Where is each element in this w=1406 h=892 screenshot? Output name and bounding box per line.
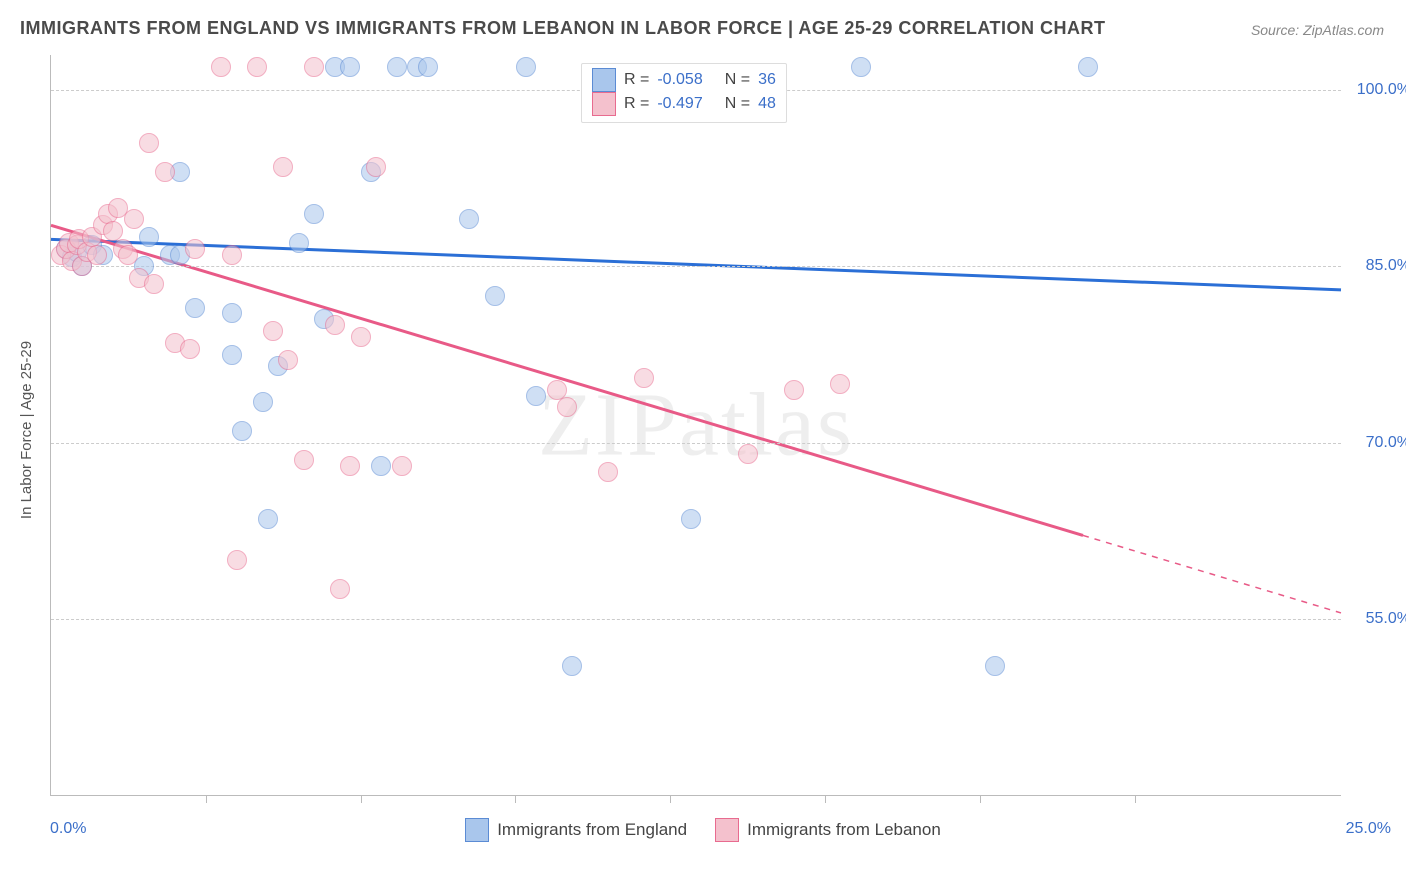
legend-n-label: N = — [725, 93, 750, 115]
legend-bottom: Immigrants from England Immigrants from L… — [0, 818, 1406, 847]
legend-r-value: -0.058 — [657, 69, 702, 91]
data-point-england — [681, 509, 701, 529]
data-point-england — [1078, 57, 1098, 77]
data-point-lebanon — [330, 579, 350, 599]
legend-n-value: 48 — [758, 93, 776, 115]
data-point-lebanon — [247, 57, 267, 77]
data-point-lebanon — [634, 368, 654, 388]
y-tick-label: 70.0% — [1351, 434, 1406, 452]
legend-n-label: N = — [725, 69, 750, 91]
legend-swatch — [715, 818, 739, 842]
data-point-lebanon — [118, 245, 138, 265]
data-point-england — [222, 345, 242, 365]
data-point-lebanon — [340, 456, 360, 476]
legend-r-label: R = — [624, 93, 649, 115]
data-point-england — [418, 57, 438, 77]
data-point-england — [232, 421, 252, 441]
data-point-england — [459, 209, 479, 229]
data-point-lebanon — [227, 550, 247, 570]
data-point-lebanon — [155, 162, 175, 182]
gridline-horizontal — [51, 443, 1341, 444]
data-point-england — [304, 204, 324, 224]
data-point-england — [289, 233, 309, 253]
data-point-lebanon — [830, 374, 850, 394]
data-point-lebanon — [185, 239, 205, 259]
x-tick — [1135, 795, 1136, 803]
data-point-england — [526, 386, 546, 406]
data-point-lebanon — [87, 245, 107, 265]
y-tick-label: 55.0% — [1351, 610, 1406, 628]
data-point-lebanon — [278, 350, 298, 370]
data-point-lebanon — [598, 462, 618, 482]
data-point-england — [139, 227, 159, 247]
x-tick — [361, 795, 362, 803]
y-tick-label: 85.0% — [1351, 257, 1406, 275]
legend-bottom-label: Immigrants from Lebanon — [747, 820, 941, 840]
data-point-lebanon — [325, 315, 345, 335]
data-point-lebanon — [273, 157, 293, 177]
data-point-england — [562, 656, 582, 676]
data-point-lebanon — [294, 450, 314, 470]
gridline-horizontal — [51, 266, 1341, 267]
data-point-lebanon — [366, 157, 386, 177]
legend-r-label: R = — [624, 69, 649, 91]
data-point-england — [340, 57, 360, 77]
data-point-england — [222, 303, 242, 323]
data-point-lebanon — [222, 245, 242, 265]
data-point-lebanon — [351, 327, 371, 347]
trendline-lebanon-dashed — [1083, 535, 1341, 613]
data-point-england — [985, 656, 1005, 676]
plot-area: ZIPatlas R = -0.058N = 36R = -0.497N = 4… — [50, 55, 1341, 796]
legend-n-value: 36 — [758, 69, 776, 91]
x-tick — [206, 795, 207, 803]
legend-swatch — [592, 92, 616, 116]
x-tick — [670, 795, 671, 803]
y-tick-label: 100.0% — [1351, 81, 1406, 99]
legend-bottom-label: Immigrants from England — [497, 820, 687, 840]
source-label: Source: ZipAtlas.com — [1251, 22, 1384, 38]
data-point-england — [185, 298, 205, 318]
data-point-lebanon — [124, 209, 144, 229]
legend-bottom-item: Immigrants from Lebanon — [715, 818, 941, 842]
y-axis-label: In Labor Force | Age 25-29 — [18, 341, 35, 519]
data-point-england — [371, 456, 391, 476]
legend-swatch — [465, 818, 489, 842]
x-tick — [825, 795, 826, 803]
data-point-lebanon — [738, 444, 758, 464]
legend-bottom-item: Immigrants from England — [465, 818, 687, 842]
legend-stats: R = -0.058 N = 36 R = -0.497 N = 48 — [581, 63, 787, 123]
data-point-lebanon — [139, 133, 159, 153]
x-tick — [980, 795, 981, 803]
data-point-lebanon — [211, 57, 231, 77]
legend-swatch — [592, 68, 616, 92]
data-point-lebanon — [304, 57, 324, 77]
data-point-england — [485, 286, 505, 306]
data-point-lebanon — [180, 339, 200, 359]
data-point-england — [387, 57, 407, 77]
data-point-lebanon — [557, 397, 577, 417]
legend-stats-row: R = -0.497 N = 48 — [592, 92, 776, 116]
trendline-lebanon — [51, 225, 1083, 535]
gridline-horizontal — [51, 619, 1341, 620]
data-point-england — [516, 57, 536, 77]
data-point-lebanon — [263, 321, 283, 341]
legend-stats-row: R = -0.058 N = 36 — [592, 68, 776, 92]
data-point-lebanon — [392, 456, 412, 476]
data-point-england — [253, 392, 273, 412]
data-point-england — [258, 509, 278, 529]
legend-r-value: -0.497 — [657, 93, 702, 115]
data-point-lebanon — [784, 380, 804, 400]
data-point-england — [851, 57, 871, 77]
chart-container: IMMIGRANTS FROM ENGLAND VS IMMIGRANTS FR… — [0, 0, 1406, 892]
x-tick — [515, 795, 516, 803]
data-point-lebanon — [144, 274, 164, 294]
chart-title: IMMIGRANTS FROM ENGLAND VS IMMIGRANTS FR… — [20, 18, 1106, 39]
